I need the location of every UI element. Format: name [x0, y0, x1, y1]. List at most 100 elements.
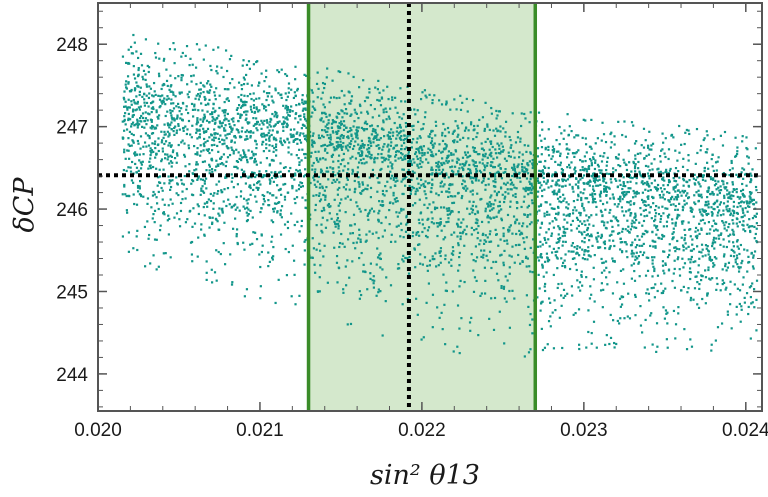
data-point: [620, 206, 624, 209]
data-point: [561, 169, 565, 172]
data-point: [211, 112, 214, 116]
data-point: [484, 140, 487, 143]
data-point: [363, 270, 366, 273]
data-point: [151, 106, 155, 109]
data-point: [602, 133, 606, 136]
data-point: [573, 206, 576, 209]
data-point: [452, 250, 455, 253]
data-point: [135, 171, 138, 174]
data-point: [196, 203, 199, 206]
data-point: [632, 252, 635, 255]
data-point: [274, 176, 277, 179]
data-point: [211, 138, 214, 141]
data-point: [689, 296, 693, 300]
data-point: [702, 210, 705, 213]
data-point: [436, 225, 439, 228]
data-point: [749, 192, 752, 196]
data-point: [230, 139, 233, 142]
data-point: [479, 294, 482, 297]
data-point: [389, 240, 393, 244]
data-point: [502, 232, 505, 235]
data-point: [585, 234, 588, 237]
data-point: [147, 237, 150, 240]
data-point: [576, 218, 580, 221]
data-point: [751, 282, 754, 285]
data-point: [565, 206, 568, 209]
data-point: [314, 108, 317, 112]
data-point: [440, 206, 443, 209]
data-point: [426, 182, 430, 185]
data-point: [674, 149, 677, 152]
data-point: [443, 176, 446, 179]
data-point: [347, 72, 350, 75]
data-point: [191, 260, 194, 263]
data-point: [505, 300, 508, 303]
data-point: [333, 246, 336, 249]
data-point: [304, 156, 307, 159]
data-point: [326, 134, 329, 137]
data-point: [387, 154, 390, 157]
data-point: [367, 150, 370, 154]
data-point: [250, 150, 254, 153]
data-point: [677, 189, 680, 192]
data-point: [470, 121, 473, 124]
data-point: [590, 235, 593, 238]
data-point: [263, 200, 266, 203]
data-point: [280, 216, 283, 219]
data-point: [486, 156, 489, 159]
data-point: [189, 241, 193, 244]
data-point: [410, 162, 413, 165]
data-point: [422, 182, 425, 186]
data-point: [130, 179, 134, 182]
data-point: [599, 183, 602, 187]
data-point: [662, 289, 665, 293]
data-point: [490, 194, 493, 197]
data-point: [246, 121, 249, 124]
data-point: [299, 132, 302, 135]
data-point: [222, 153, 226, 156]
data-point: [701, 175, 704, 178]
data-point: [207, 102, 210, 105]
data-point: [619, 269, 623, 272]
data-point: [210, 167, 214, 171]
data-point: [711, 178, 715, 181]
data-point: [591, 185, 595, 188]
data-point: [390, 165, 393, 168]
data-point: [576, 198, 579, 202]
data-point: [579, 211, 582, 215]
data-point: [694, 183, 697, 186]
data-point: [224, 109, 227, 112]
data-point: [363, 162, 366, 165]
data-point: [353, 190, 356, 194]
data-point: [718, 203, 722, 206]
data-point: [445, 190, 448, 193]
data-point: [634, 154, 637, 157]
data-point: [311, 105, 314, 108]
data-point: [240, 99, 243, 103]
data-point: [717, 237, 721, 240]
data-point: [723, 253, 726, 256]
data-point: [172, 41, 175, 45]
data-point: [498, 200, 501, 203]
data-point: [593, 193, 597, 196]
data-point: [418, 135, 421, 138]
data-point: [556, 286, 559, 290]
data-point: [358, 256, 361, 260]
data-point: [164, 103, 167, 106]
data-point: [313, 263, 316, 266]
data-point: [435, 165, 438, 168]
data-point: [704, 204, 707, 207]
data-point: [603, 247, 607, 250]
data-point: [743, 248, 746, 251]
data-point: [477, 224, 480, 228]
data-point: [674, 190, 677, 193]
data-point: [745, 146, 748, 150]
data-point: [512, 194, 515, 197]
data-point: [657, 171, 660, 174]
data-point: [476, 210, 479, 213]
data-point: [469, 123, 473, 126]
data-point: [332, 146, 335, 149]
data-point: [350, 140, 353, 143]
data-point: [290, 295, 293, 298]
data-point: [613, 346, 616, 349]
